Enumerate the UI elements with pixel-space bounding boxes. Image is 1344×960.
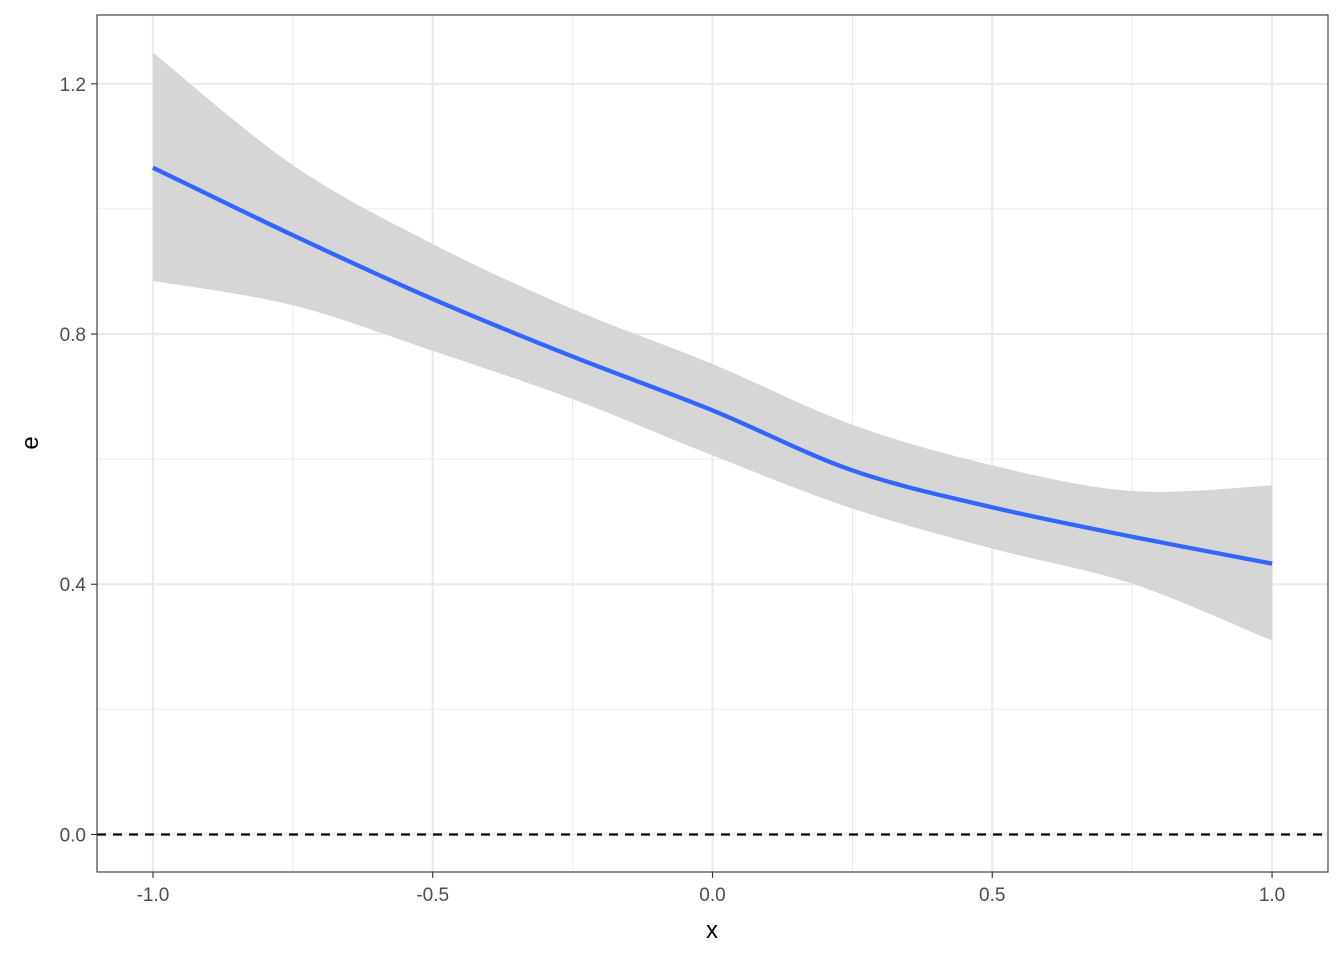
y-tick-label: 1.2 — [60, 75, 86, 96]
confidence-band-area — [152, 52, 1273, 641]
x-tick-label: -1.0 — [137, 885, 170, 906]
y-tick-label: 0.0 — [60, 825, 86, 846]
y-axis-title: e — [17, 436, 44, 449]
fit-line-path — [152, 165, 1273, 566]
x-tick-label: 0.5 — [979, 885, 1005, 906]
y-axis-ticks: 0.0 0.4 0.8 1.2 — [60, 75, 97, 846]
x-tick-label: 0.0 — [699, 885, 725, 906]
y-tick-label: 0.8 — [60, 325, 86, 346]
x-axis-title: x — [706, 917, 718, 944]
x-tick-label: 1.0 — [1259, 885, 1285, 906]
x-tick-label: -0.5 — [416, 885, 449, 906]
x-axis-ticks: -1.0 -0.5 0.0 0.5 1.0 — [137, 872, 1285, 906]
fit-line — [152, 165, 1273, 566]
y-tick-label: 0.4 — [60, 575, 87, 596]
confidence-band — [152, 52, 1273, 641]
